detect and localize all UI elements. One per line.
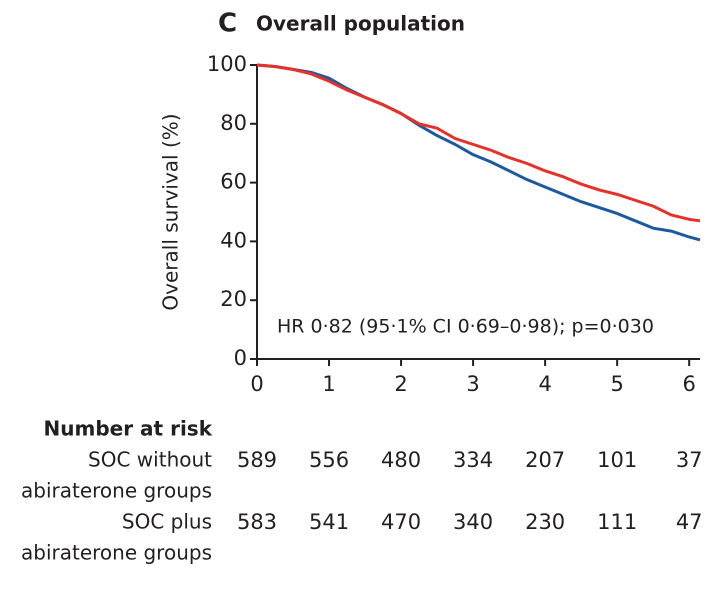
risk-count: 47: [676, 510, 703, 534]
risk-row-label: SOC plus: [122, 510, 212, 534]
y-tick-label: 100: [207, 52, 247, 76]
x-tick-label: 1: [322, 372, 335, 396]
survival-curve: [256, 63, 701, 242]
x-tick-label: 2: [394, 372, 407, 396]
risk-row-label: SOC without: [88, 448, 212, 472]
survival-curve: [256, 63, 701, 223]
risk-count: 583: [237, 510, 277, 534]
annotation: HR 0·82 (95·1% CI 0·69–0·98); p=0·030: [277, 316, 654, 338]
y-tick-label: 60: [220, 170, 247, 194]
risk-row-label: abiraterone groups: [21, 541, 212, 565]
risk-count: 101: [597, 448, 637, 472]
x-tick-label: 4: [538, 372, 551, 396]
risk-count: 556: [309, 448, 349, 472]
chart-title: Overall population: [256, 12, 465, 36]
risk-count: 470: [381, 510, 421, 534]
risk-count: 207: [525, 448, 565, 472]
risk-count: 37: [676, 448, 703, 472]
y-tick-label: 40: [220, 228, 247, 252]
risk-count: 230: [525, 510, 565, 534]
risk-count: 480: [381, 448, 421, 472]
x-tick-label: 3: [466, 372, 479, 396]
y-tick-label: 0: [234, 346, 247, 370]
x-tick-label: 5: [610, 372, 623, 396]
y-tick-label: 80: [220, 111, 247, 135]
risk-count: 334: [453, 448, 493, 472]
risk-count: 541: [309, 510, 349, 534]
y-axis-label: Overall survival (%): [159, 113, 183, 310]
panel-label: C: [218, 9, 237, 39]
risk-count: 111: [597, 510, 637, 534]
y-tick-label: 20: [220, 287, 247, 311]
x-tick-label: 6: [683, 372, 696, 396]
x-tick-label: 0: [250, 372, 263, 396]
risk-table-title: Number at risk: [44, 417, 213, 441]
risk-count: 340: [453, 510, 493, 534]
risk-count: 589: [237, 448, 277, 472]
risk-row-label: abiraterone groups: [21, 479, 212, 503]
